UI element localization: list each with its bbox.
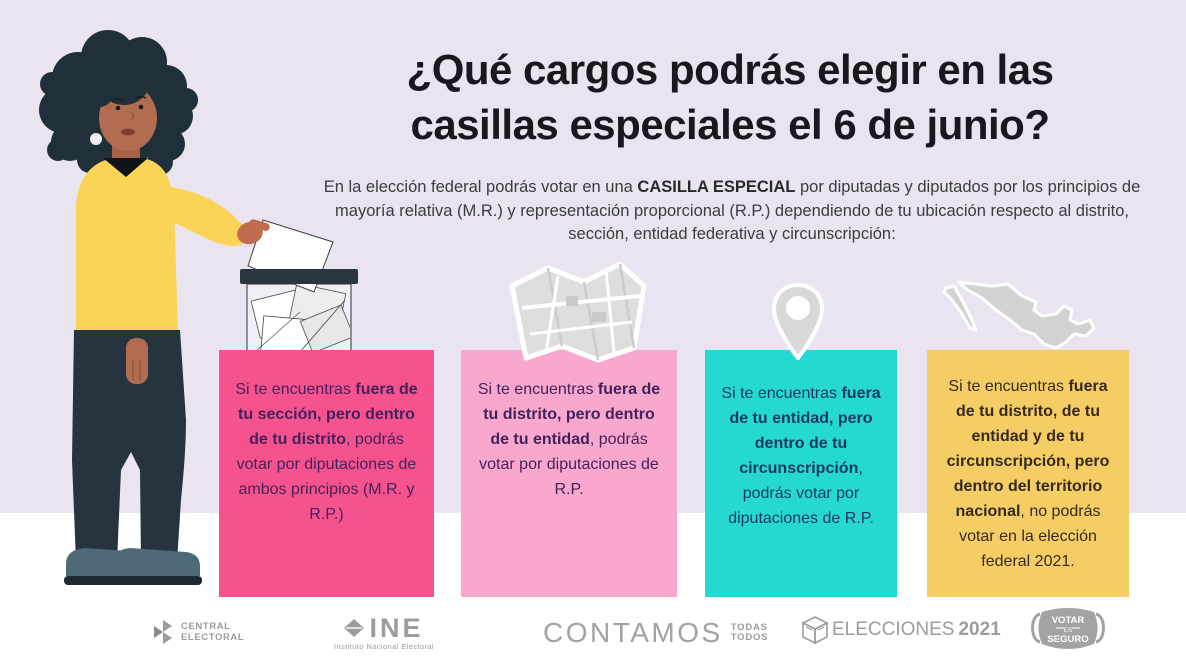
contamos-logo: CONTAMOS TODAS TODOS <box>543 617 768 649</box>
ballots-inside <box>250 285 350 355</box>
title-line-1: ¿Qué cargos podrás elegir en las <box>406 46 1054 93</box>
contamos-todas: TODAS <box>730 622 768 633</box>
ballot-box-icon <box>240 219 358 357</box>
ine-acronym: INE <box>369 613 424 643</box>
face-features <box>111 95 147 136</box>
card-fuera-de-distrito: Si te encuentras fuera de tu distrito, p… <box>461 350 677 597</box>
right-hand <box>237 219 270 245</box>
face-mask-icon: VOTAR ES SEGURO <box>1031 608 1105 649</box>
central-electoral-icon <box>154 620 172 644</box>
woman-voting-illustration <box>39 30 358 585</box>
mask-text-es: ES <box>1064 627 1073 634</box>
location-pin-icon <box>772 283 824 360</box>
earring <box>90 133 102 145</box>
contamos-word: CONTAMOS <box>543 617 723 648</box>
mask-text-votar: VOTAR <box>1052 615 1085 626</box>
ine-diamond-icon <box>344 619 365 637</box>
shoes <box>64 548 202 585</box>
central-electoral-logo: CENTRAL ELECTORAL <box>152 620 244 644</box>
ine-logo: INE Instituto Nacional Electoral <box>334 613 434 652</box>
votar-es-seguro-logo: VOTAR ES SEGURO <box>1026 604 1110 656</box>
central-electoral-line2: ELECTORAL <box>181 632 245 643</box>
torso-yellow-top <box>76 158 178 334</box>
card-fuera-de-seccion: Si te encuentras fuera de tu sección, pe… <box>219 350 434 597</box>
ballot-cube-icon <box>802 616 828 644</box>
elecciones-year: 2021 <box>958 619 1001 640</box>
pants <box>72 330 186 562</box>
elecciones-2021-logo: ELECCIONES 2021 <box>802 616 1001 644</box>
elecciones-word: ELECCIONES <box>832 619 955 640</box>
central-electoral-line1: CENTRAL <box>181 621 231 632</box>
map-icon <box>509 261 647 363</box>
ine-subtitle: Instituto Nacional Electoral <box>334 642 434 651</box>
mexico-map-icon <box>942 280 1096 350</box>
card-fuera-de-circunscripcion: Si te encuentras fuera de tu distrito, d… <box>927 350 1129 597</box>
left-hand <box>126 338 148 384</box>
intro-paragraph: En la elección federal podrás votar en u… <box>323 178 1141 243</box>
collar <box>103 158 148 177</box>
right-arm-sleeve <box>156 185 246 247</box>
contamos-todos: TODOS <box>730 632 769 643</box>
ballot-box-lid <box>240 269 358 284</box>
card-fuera-de-entidad: Si te encuentras fuera de tu entidad, pe… <box>705 350 897 597</box>
mask-text-seguro: SEGURO <box>1047 634 1088 645</box>
footer-logos: CENTRAL ELECTORAL INE Instituto Nacional… <box>0 600 1186 666</box>
page-title: ¿Qué cargos podrás elegir en las casilla… <box>270 42 1186 152</box>
title-line-2: casillas especiales el 6 de junio? <box>410 101 1050 148</box>
